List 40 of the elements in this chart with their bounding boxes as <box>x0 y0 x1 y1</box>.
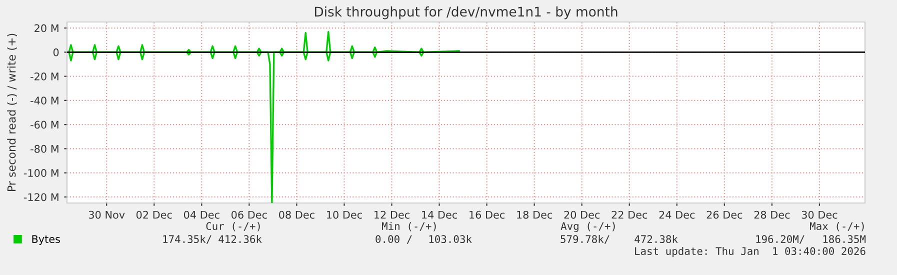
text: 103.03k <box>429 234 472 244</box>
legend-label: Bytes <box>32 235 60 246</box>
x-tick-label: 28 Dec <box>754 210 790 219</box>
text: 174.35k/ <box>163 234 212 244</box>
x-tick-label: 16 Dec <box>470 210 505 219</box>
chart-title: Disk throughput for /dev/nvme1n1 - by month <box>314 6 618 20</box>
y-tick-label: -120 M <box>24 193 58 202</box>
y-tick-label: -20 M <box>30 72 58 80</box>
x-tick-label: 02 Dec <box>136 210 172 219</box>
y-tick-label: 0 <box>53 48 59 56</box>
text: 196.20M/ <box>756 235 804 244</box>
x-tick-label: 18 Dec <box>517 210 552 219</box>
x-tick-label: 06 Dec <box>232 210 267 219</box>
text: 412.36k <box>218 234 262 244</box>
x-tick-label: 24 Dec <box>659 210 695 219</box>
x-tick-label: 30 Dec <box>802 210 838 219</box>
x-tick-label: 22 Dec <box>612 210 648 219</box>
y-axis-title: Pr second read (-) / write (+) <box>7 34 18 192</box>
y-tick-label: -40 M <box>30 96 58 105</box>
x-tick-label: 10 Dec <box>327 210 362 219</box>
x-tick-label: 08 Dec <box>279 210 314 219</box>
text: 186.35M <box>823 235 866 244</box>
text: 472.38k <box>634 234 678 244</box>
y-tick-label: 20 M <box>34 24 58 32</box>
x-tick-label: 12 Dec <box>374 210 410 219</box>
text: Cur (-/+) <box>206 222 260 232</box>
x-tick-label: 26 Dec <box>706 210 742 219</box>
x-tick-label: 20 Dec <box>564 210 600 219</box>
y-tick-label: -100 M <box>24 169 58 177</box>
x-tick-label: 30 Nov <box>88 210 125 219</box>
text: 0.00 / <box>376 235 412 244</box>
text: Last update: Thu Jan 1 03:40:00 2026 <box>635 246 866 258</box>
x-tick-label: 14 Dec <box>422 210 457 219</box>
text: Max (-/+) <box>810 222 864 232</box>
x-tick-label: 04 Dec <box>184 210 220 219</box>
text: Min (-/+) <box>382 222 436 232</box>
y-tick-label: -60 M <box>30 120 58 129</box>
y-tick-label: -80 M <box>30 144 58 153</box>
text: 579.78k/ <box>560 234 610 244</box>
text: Avg (-/+) <box>560 222 615 232</box>
